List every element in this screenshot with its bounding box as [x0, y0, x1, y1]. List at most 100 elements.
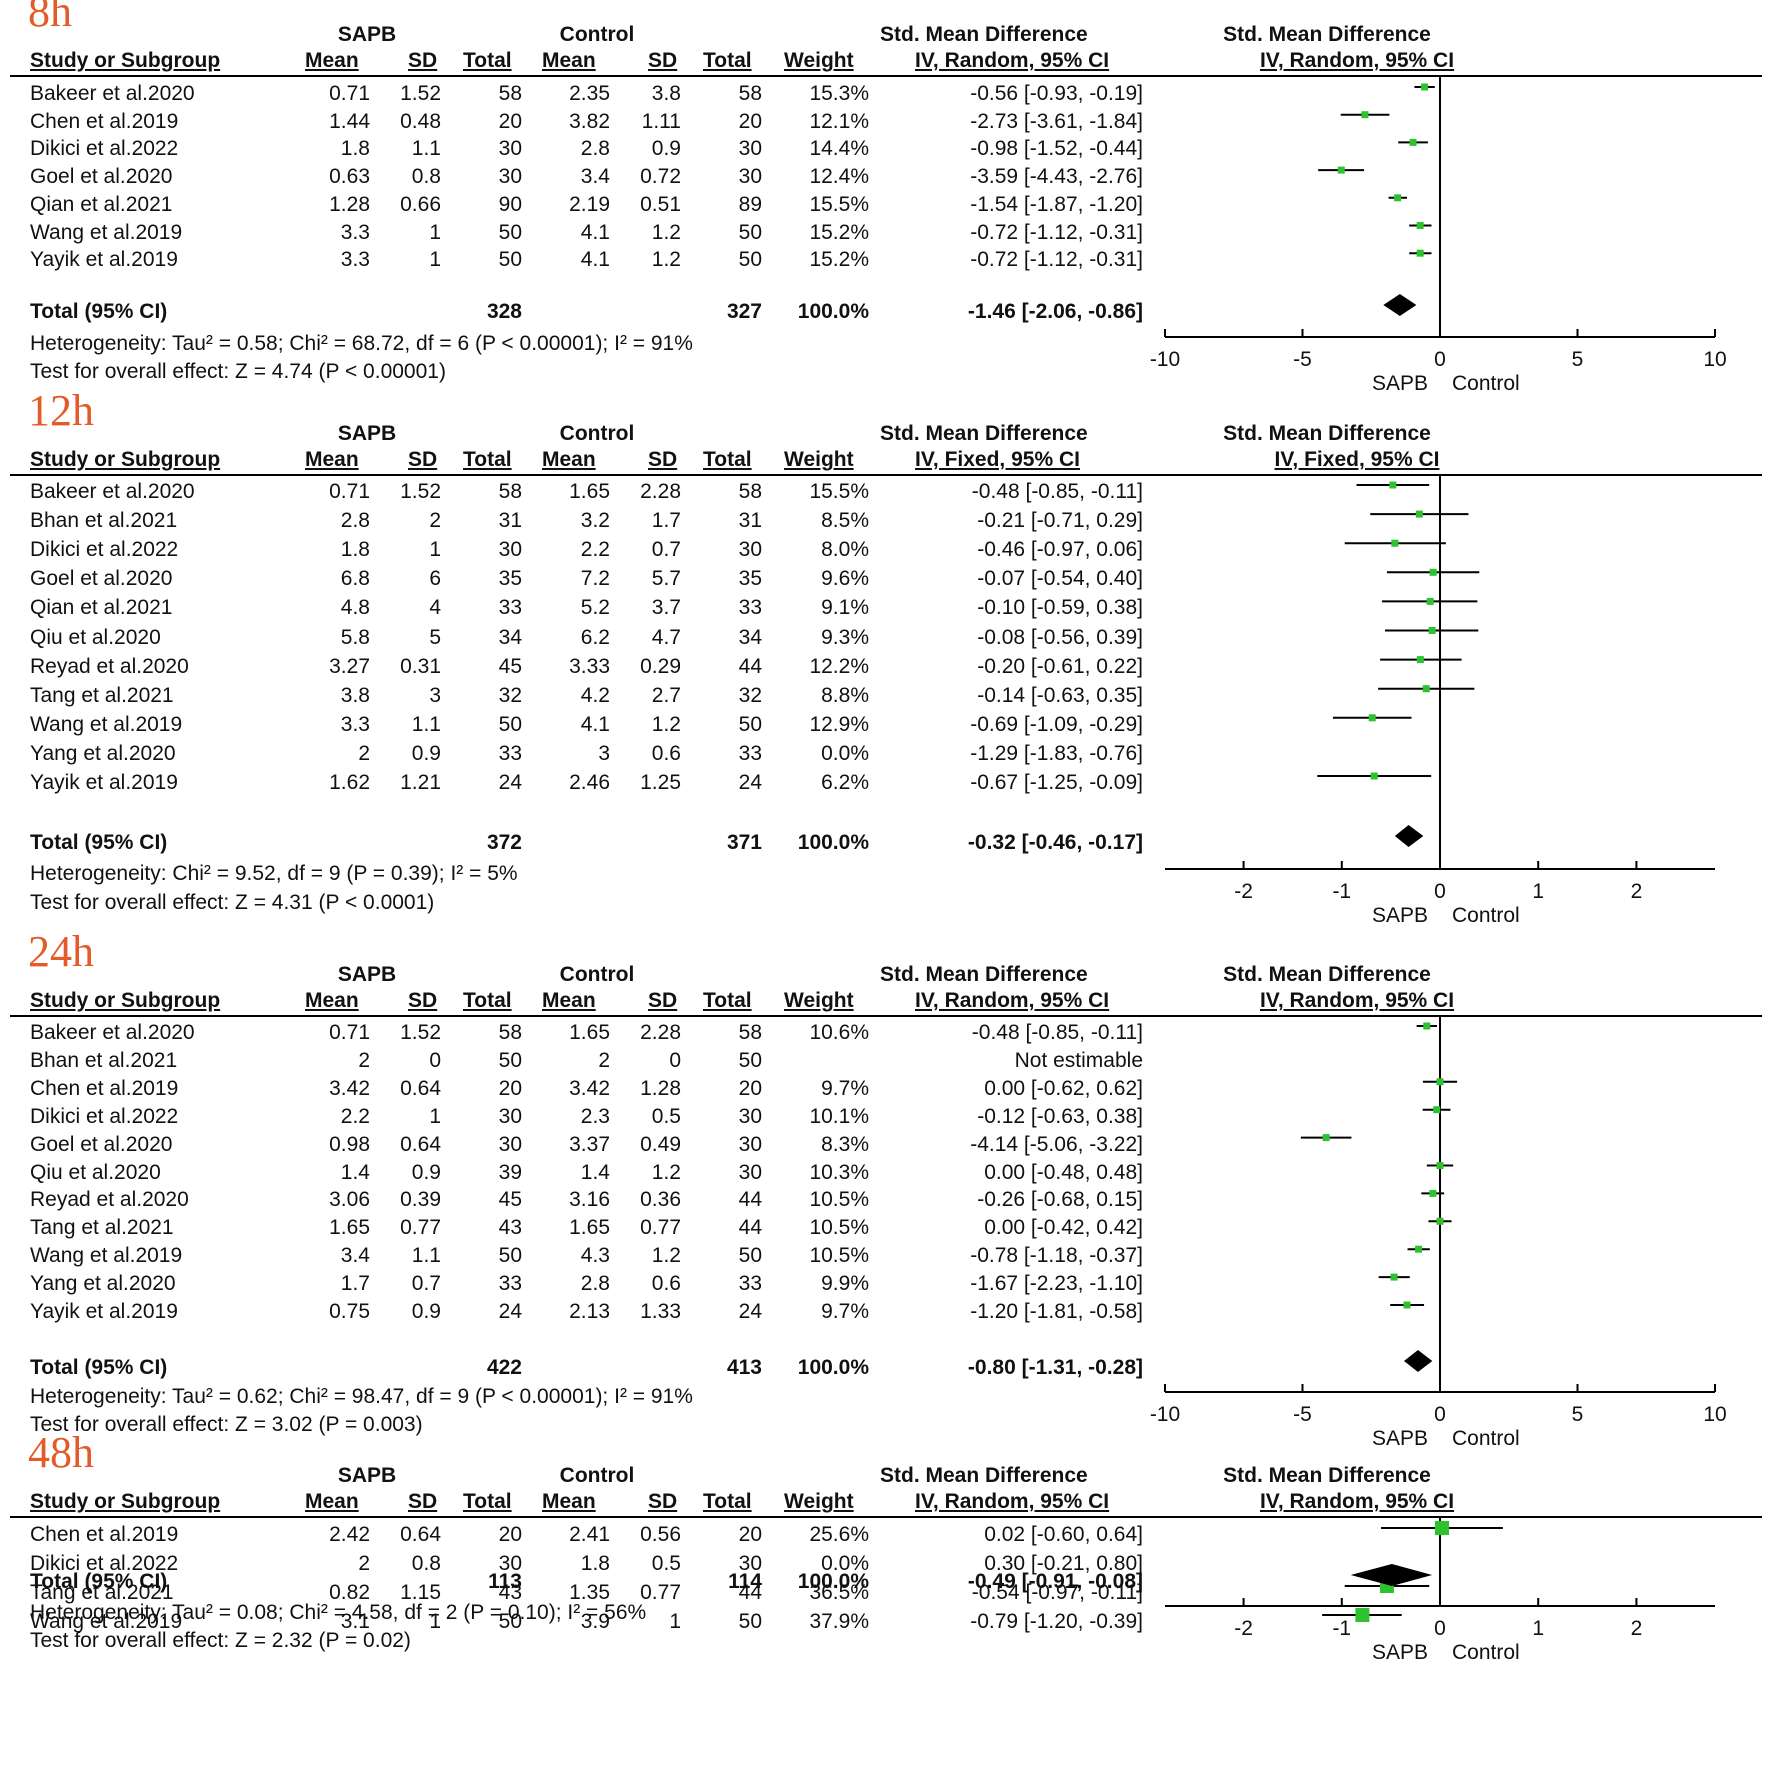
study-weight: 8.8% [821, 683, 869, 707]
x-tick-label: 2 [1631, 1617, 1643, 1640]
study-weight: 9.1% [821, 596, 869, 620]
study-name: Tang et al.2021 [30, 683, 174, 707]
study-ci: 0.00 [-0.42, 0.42] [984, 1216, 1143, 1240]
header-smd: Std. Mean Difference [880, 422, 1088, 445]
control-sd: 1.2 [651, 220, 681, 244]
effect-marker [1390, 1273, 1398, 1281]
sapb-sd: 6 [429, 567, 441, 591]
header-weight: Weight [784, 989, 854, 1012]
sapb-total: 50 [498, 220, 522, 244]
sapb-total: 30 [498, 137, 522, 161]
study-weight: 9.7% [821, 1076, 869, 1100]
sapb-total: 24 [498, 1300, 522, 1323]
study-ci: -0.54 [-0.97, -0.11] [971, 1581, 1143, 1604]
control-total: 58 [738, 480, 762, 503]
header-mean-control: Mean [542, 1490, 596, 1513]
pooled-diamond [1350, 1564, 1433, 1586]
favours-control-label: Control [1452, 372, 1520, 395]
control-sd: 1.7 [651, 509, 681, 533]
control-total: 33 [738, 741, 762, 765]
effect-marker [1415, 510, 1423, 518]
sapb-mean: 0.71 [329, 480, 370, 503]
total-control-n: 413 [726, 1356, 762, 1379]
header-smd: Std. Mean Difference [880, 963, 1088, 986]
sapb-sd: 1.15 [400, 1581, 441, 1604]
study-ci: 0.02 [-0.60, 0.64] [984, 1523, 1143, 1546]
sapb-sd: 1.21 [400, 771, 441, 794]
header-weight: Weight [784, 49, 854, 72]
favours-sapb-label: SAPB [1372, 1641, 1428, 1664]
header-group-sapb: SAPB [337, 963, 397, 986]
control-mean: 2.19 [569, 192, 610, 216]
effect-marker [1433, 1106, 1441, 1114]
total-control-n: 327 [726, 300, 762, 323]
control-total: 30 [738, 137, 762, 161]
sapb-sd: 0.64 [400, 1076, 441, 1100]
sapb-mean: 0.75 [329, 1300, 370, 1323]
study-name: Bhan et al.2021 [30, 509, 178, 533]
sapb-sd: 0.64 [400, 1132, 441, 1156]
control-mean: 2 [598, 1048, 610, 1072]
study-weight: 15.2% [809, 220, 869, 244]
study-ci: -0.21 [-0.71, 0.29] [977, 509, 1143, 533]
header-method: IV, Random, 95% CI [915, 1490, 1110, 1513]
study-weight: 10.3% [809, 1160, 869, 1184]
sapb-sd: 0.9 [411, 1300, 441, 1323]
study-weight: 9.9% [821, 1272, 869, 1296]
study-ci: -0.72 [-1.12, -0.31] [970, 248, 1143, 272]
control-mean: 2.8 [580, 137, 610, 161]
effect-marker [1428, 627, 1436, 634]
study-weight: 10.1% [809, 1104, 869, 1128]
control-total: 50 [738, 248, 762, 272]
study-weight: 36.5% [809, 1581, 869, 1604]
control-mean: 3.4 [580, 165, 610, 189]
control-sd: 1.2 [651, 1160, 681, 1184]
study-weight: 15.5% [809, 192, 869, 216]
study-ci: 0.00 [-0.62, 0.62] [984, 1076, 1143, 1100]
control-mean: 3.9 [580, 1610, 610, 1633]
header-smd: Std. Mean Difference [880, 1464, 1088, 1487]
sapb-total: 50 [498, 1048, 522, 1072]
timepoint-tag: 12h [28, 386, 94, 435]
control-sd: 0.6 [651, 1272, 681, 1296]
study-name: Wang et al.2019 [30, 220, 183, 244]
control-sd: 5.7 [651, 567, 681, 591]
sapb-total: 45 [498, 654, 522, 678]
header-total-sapb: Total [463, 448, 512, 471]
sapb-total: 43 [498, 1216, 522, 1240]
control-sd: 0 [669, 1048, 681, 1072]
study-weight: 14.4% [809, 137, 869, 161]
sapb-mean: 1.65 [329, 1216, 370, 1240]
study-weight: 12.1% [809, 109, 869, 133]
x-tick-label: 0 [1434, 1617, 1446, 1640]
sapb-sd: 0.9 [411, 1160, 441, 1184]
control-total: 58 [738, 1021, 762, 1044]
sapb-sd: 0.9 [411, 741, 441, 765]
total-ci: -0.80 [-1.31, -0.28] [967, 1356, 1143, 1379]
total-sapb-n: 113 [488, 1570, 522, 1593]
control-mean: 3.2 [580, 509, 610, 533]
study-weight: 12.4% [809, 165, 869, 189]
effect-marker [1436, 1078, 1444, 1086]
header-group-sapb: SAPB [337, 1464, 397, 1487]
control-total: 44 [738, 1188, 762, 1212]
header-mean-control: Mean [542, 989, 596, 1012]
forest-plot-area: -10 -5 0 5 10 SAPB Control [1150, 1016, 1727, 1450]
header-total-sapb: Total [463, 49, 512, 72]
control-sd: 1.11 [641, 109, 681, 133]
control-mean: 3.37 [569, 1132, 610, 1156]
study-name: Bakeer et al.2020 [30, 1021, 195, 1044]
x-tick-label: -2 [1234, 880, 1253, 903]
sapb-sd: 4 [429, 596, 441, 620]
study-ci: -0.48 [-0.85, -0.11] [971, 480, 1143, 503]
sapb-total: 58 [498, 480, 522, 503]
header-group-control: Control [559, 422, 635, 445]
sapb-mean: 3.3 [340, 712, 370, 736]
control-total: 24 [738, 771, 762, 794]
header-group-control: Control [559, 23, 635, 46]
effect-marker [1361, 111, 1369, 119]
control-mean: 4.1 [580, 220, 610, 244]
control-mean: 3.33 [569, 654, 610, 678]
sapb-mean: 1.8 [340, 538, 370, 562]
effect-marker [1423, 1022, 1431, 1030]
